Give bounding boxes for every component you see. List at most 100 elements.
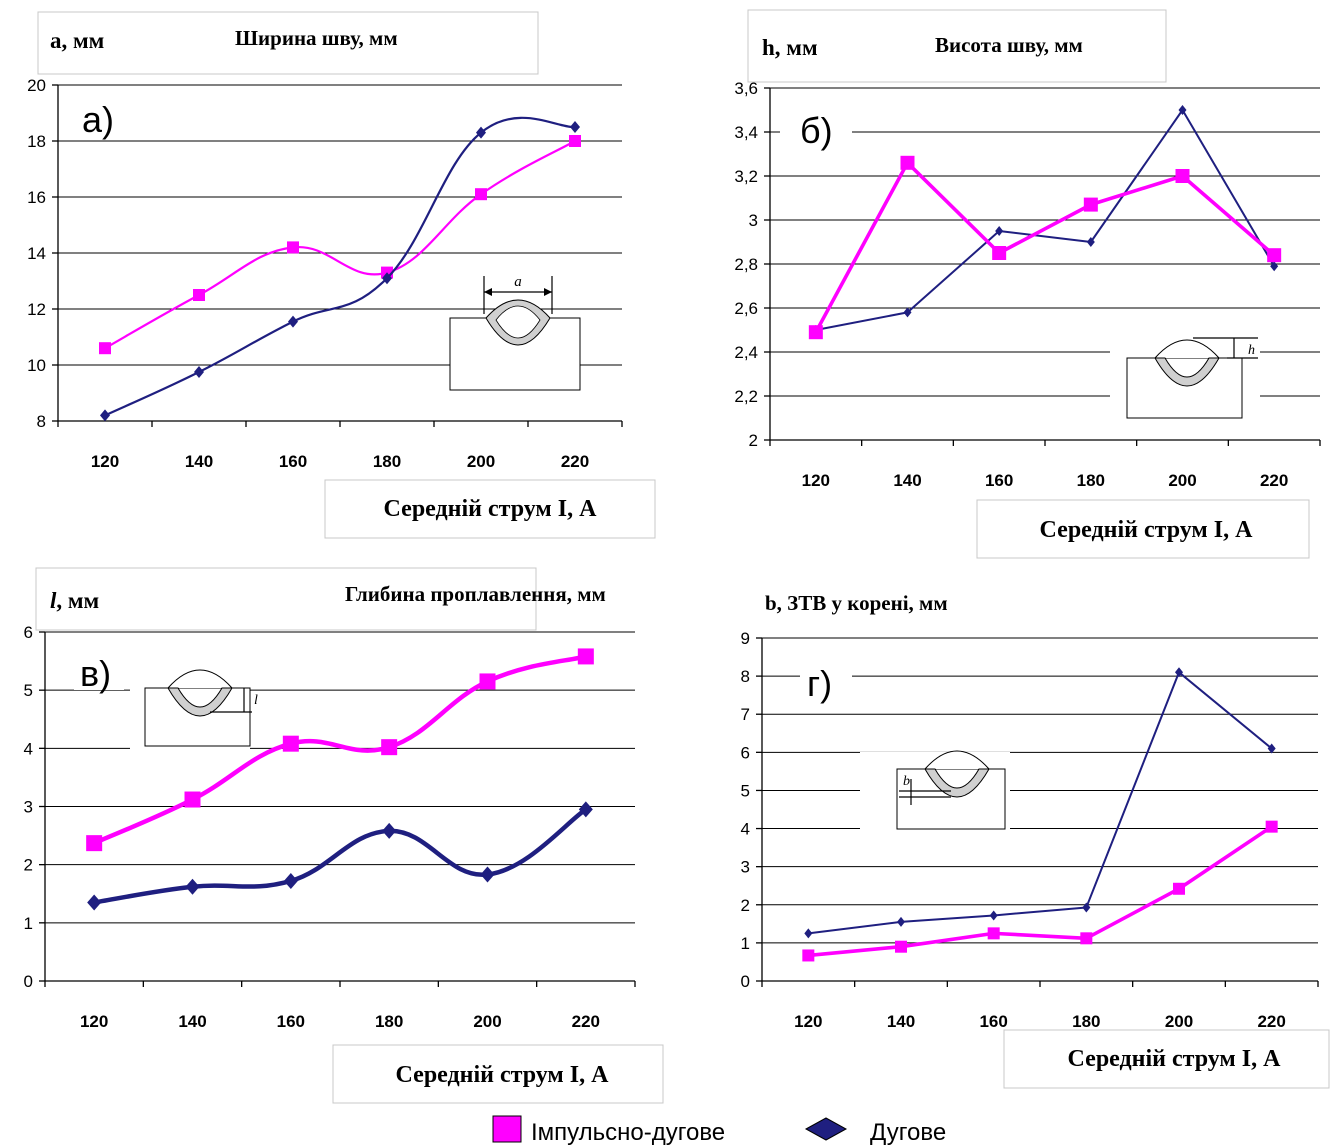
legend-pulse-swatch bbox=[492, 1115, 522, 1143]
pulse-point bbox=[1083, 197, 1098, 212]
arc-point bbox=[1270, 261, 1279, 272]
legend: Імпульсно-дугове Дугове bbox=[492, 1115, 946, 1146]
arc-point bbox=[903, 307, 912, 318]
y-tick-label: 3 bbox=[749, 211, 758, 230]
y-tick-label: 10 bbox=[27, 356, 46, 375]
pulse-series-line bbox=[104, 140, 576, 350]
x-label-box bbox=[324, 479, 656, 539]
pulse-point bbox=[86, 835, 103, 852]
arc-point bbox=[1178, 105, 1187, 115]
arc-point bbox=[995, 226, 1004, 236]
x-axis-label: Середній струм I, А bbox=[1068, 1046, 1282, 1072]
y-tick-label: 18 bbox=[27, 132, 46, 151]
weld-bead bbox=[924, 768, 990, 798]
base-metal bbox=[896, 768, 1006, 830]
arc-point bbox=[87, 894, 102, 911]
y-tick-label: 9 bbox=[741, 629, 750, 648]
pulse-point bbox=[808, 325, 823, 340]
arc-point bbox=[100, 409, 110, 422]
x-axis-label: Середній струм I, А bbox=[1040, 517, 1254, 543]
y-tick-label: 8 bbox=[741, 667, 750, 686]
y-tick-label: 2,6 bbox=[734, 299, 758, 318]
y-tick-label: 7 bbox=[741, 705, 750, 724]
arc-point bbox=[480, 866, 495, 883]
arrowheads bbox=[484, 288, 552, 296]
panel-label: б) bbox=[800, 110, 833, 151]
title-box bbox=[37, 11, 539, 75]
panel-label: а) bbox=[82, 99, 114, 140]
pulse-point bbox=[287, 241, 299, 254]
weld-section-diagram: a bbox=[449, 274, 581, 391]
weld-cap bbox=[167, 669, 233, 689]
pulse-point bbox=[987, 927, 1000, 940]
arc-series-line bbox=[93, 807, 588, 905]
panel-label: г) bbox=[807, 663, 832, 704]
dimension-label: h bbox=[1248, 343, 1255, 358]
x-tick-label: 140 bbox=[893, 471, 921, 490]
legend-pulse-label: Імпульсно-дугове bbox=[531, 1119, 725, 1146]
x-tick-label: 120 bbox=[91, 452, 119, 471]
pulse-series-line bbox=[93, 654, 587, 846]
arc-point bbox=[288, 315, 298, 328]
pulse-point bbox=[1173, 882, 1185, 895]
y-tick-label: 2 bbox=[749, 431, 758, 450]
weld-section-diagram: h bbox=[1126, 337, 1258, 419]
arc-point bbox=[570, 121, 580, 133]
weld-bead bbox=[1154, 357, 1220, 387]
weld-cap bbox=[924, 750, 990, 770]
legend-arc-label: Дугове bbox=[870, 1119, 946, 1146]
x-tick-label: 160 bbox=[985, 471, 1013, 490]
arc-series-line bbox=[104, 116, 576, 417]
y-tick-label: 8 bbox=[37, 412, 46, 431]
label-backdrop bbox=[780, 118, 852, 148]
y-tick-label: 6 bbox=[24, 623, 33, 642]
y-tick-label: 5 bbox=[741, 781, 750, 800]
x-tick-label: 120 bbox=[794, 1012, 822, 1031]
y-tick-label: 20 bbox=[27, 76, 46, 95]
x-tick-label: 180 bbox=[1077, 471, 1105, 490]
arc-point bbox=[1175, 667, 1183, 678]
y-tick-label: 4 bbox=[741, 820, 750, 839]
y-tick-label: 2,8 bbox=[734, 255, 758, 274]
y-tick-label: 3,6 bbox=[734, 79, 758, 98]
pulse-point bbox=[1175, 169, 1190, 183]
chart-title: Ширина шву, мм bbox=[235, 26, 398, 50]
x-tick-label: 120 bbox=[80, 1012, 108, 1031]
x-label-box bbox=[1003, 1029, 1330, 1089]
y-tick-label: 1 bbox=[24, 914, 33, 933]
base-metal bbox=[1126, 357, 1243, 419]
pulse-point bbox=[193, 289, 205, 301]
x-axis-label: Середній струм I, А bbox=[396, 1062, 610, 1088]
y-tick-label: 1 bbox=[741, 934, 750, 953]
chart-title: b, ЗТВ у корені, мм bbox=[765, 591, 948, 615]
y-tick-label: 0 bbox=[741, 972, 750, 991]
dimension-label: b bbox=[903, 774, 910, 789]
x-tick-label: 140 bbox=[887, 1012, 915, 1031]
arc-series-line bbox=[808, 671, 1273, 935]
weld-section-diagram: b bbox=[896, 750, 1006, 830]
pulse-point bbox=[475, 188, 487, 201]
y-tick-label: 6 bbox=[741, 743, 750, 762]
pulse-series-line bbox=[814, 161, 1276, 334]
pulse-point bbox=[1267, 248, 1282, 263]
pulse-point bbox=[1265, 820, 1278, 833]
base-metal bbox=[144, 687, 251, 747]
arc-point bbox=[578, 801, 593, 818]
x-label-box bbox=[976, 499, 1310, 559]
y-tick-label: 3 bbox=[24, 798, 33, 817]
pulse-point bbox=[184, 791, 201, 808]
weld-section-diagram: l bbox=[144, 669, 258, 747]
x-tick-label: 180 bbox=[373, 452, 401, 471]
x-tick-label: 160 bbox=[279, 452, 307, 471]
x-tick-label: 180 bbox=[375, 1012, 403, 1031]
x-tick-label: 220 bbox=[1260, 471, 1288, 490]
y-tick-label: 0 bbox=[24, 972, 33, 991]
x-tick-label: 120 bbox=[802, 471, 830, 490]
pulse-series-line bbox=[808, 825, 1273, 958]
x-tick-label: 160 bbox=[277, 1012, 305, 1031]
pulse-point bbox=[900, 155, 915, 170]
y-axis-label: а, мм bbox=[50, 28, 104, 53]
arc-series-line bbox=[815, 109, 1276, 331]
